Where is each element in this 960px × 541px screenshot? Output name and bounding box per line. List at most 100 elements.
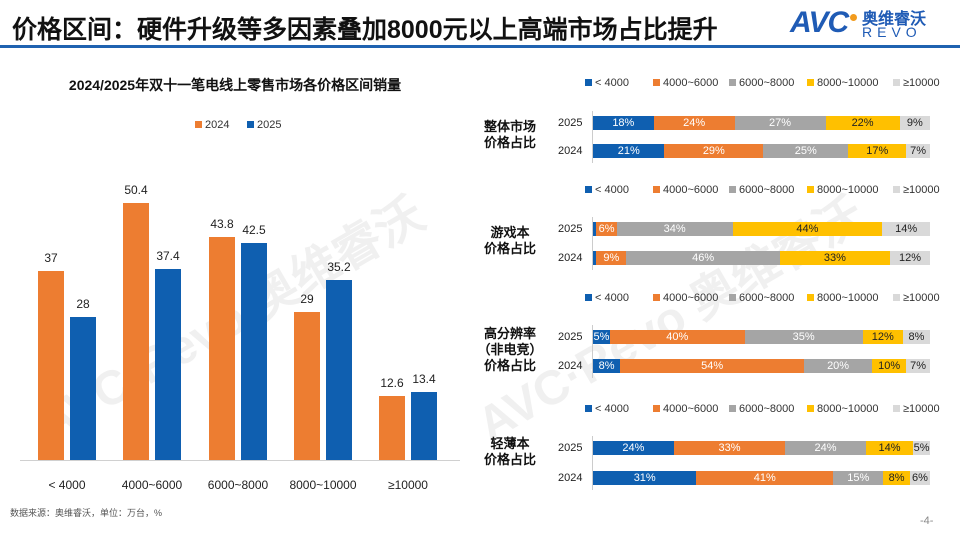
- bar-segment: 8%: [593, 359, 621, 373]
- year-label: 2024: [558, 252, 583, 264]
- stacked-bar: 5% 40% 35% 12% 8%: [593, 330, 930, 344]
- group-label: 轻薄本 价格占比: [483, 436, 536, 467]
- stacked-bar: 31% 41% 15% 8% 6%: [593, 471, 930, 485]
- legend-item: 8000~10000: [797, 77, 878, 89]
- legend-item: < 4000: [575, 77, 629, 89]
- bar-2024: [379, 395, 405, 460]
- legend-label: ≥10000: [903, 403, 940, 415]
- bar-segment: 33%: [779, 251, 890, 265]
- stacked-bar: 6% 34% 44% 14%: [593, 222, 930, 236]
- bar-segment: 5%: [593, 330, 610, 344]
- legend-swatch: [585, 186, 592, 193]
- data-label: 37: [44, 251, 58, 266]
- data-label: 28: [76, 297, 90, 312]
- legend-swatch: [729, 405, 736, 412]
- legend-label: 6000~8000: [739, 77, 795, 89]
- legend-item: 8000~10000: [797, 184, 878, 196]
- bar-segment: 7%: [906, 144, 930, 158]
- legend-label: 2024: [205, 119, 230, 131]
- legend-label: < 4000: [595, 292, 629, 304]
- group-label: 高分辨率 （非电竞） 价格占比: [477, 326, 543, 373]
- legend-swatch: [247, 121, 254, 128]
- x-axis-line: [20, 460, 460, 461]
- bar-segment: 24%: [785, 441, 866, 455]
- group-label: 游戏本 价格占比: [483, 225, 536, 256]
- legend-swatch: [807, 294, 814, 301]
- legend-swatch: [653, 294, 660, 301]
- bar-2024: [209, 236, 235, 460]
- bar-segment: [593, 251, 597, 265]
- bar-2025: [241, 243, 267, 460]
- legend-label: 4000~6000: [663, 77, 719, 89]
- bar-segment: 31%: [593, 471, 697, 485]
- legend-item-2025: 2025: [247, 119, 281, 131]
- bar-segment: 33%: [673, 441, 786, 455]
- stacked-bar: 8% 54% 20% 10% 7%: [593, 359, 930, 373]
- bar-segment: 12%: [862, 330, 904, 344]
- legend-item: < 4000: [575, 184, 629, 196]
- year-label: 2025: [558, 117, 583, 129]
- bar-2025: [326, 280, 352, 460]
- x-tick-label: < 4000: [48, 478, 86, 492]
- year-label: 2025: [558, 223, 583, 235]
- legend-item: < 4000: [575, 292, 629, 304]
- group-label: 整体市场 价格占比: [483, 119, 536, 150]
- bar-2025: [70, 317, 96, 460]
- legend-item: ≥10000: [883, 403, 940, 415]
- bar-2024: [38, 271, 64, 460]
- legend-label: 4000~6000: [663, 184, 719, 196]
- bar-segment: 46%: [626, 251, 780, 265]
- legend-swatch: [195, 121, 202, 128]
- stacked-bar: 18% 24% 27% 22% 9%: [593, 116, 930, 130]
- bar-segment: 9%: [899, 116, 930, 130]
- legend-label: 2025: [257, 119, 282, 131]
- bar-segment: 14%: [882, 222, 930, 236]
- legend-swatch: [585, 79, 592, 86]
- page-number: -4-: [920, 515, 934, 527]
- year-label: 2025: [558, 442, 583, 454]
- bar-segment: 5%: [913, 441, 930, 455]
- legend-item: 6000~8000: [719, 403, 794, 415]
- legend-item: ≥10000: [883, 292, 940, 304]
- legend-label: 4000~6000: [663, 292, 719, 304]
- bar-segment: 18%: [593, 116, 654, 130]
- legend-swatch: [729, 79, 736, 86]
- legend-label: < 4000: [595, 184, 629, 196]
- bar-segment: 40%: [609, 330, 745, 344]
- bar-2024: [123, 202, 149, 460]
- avc-revo-logo: AVC 奥维睿沃 REVO: [790, 6, 927, 40]
- left-chart-title: 2024/2025年双十一笔电线上零售市场各价格区间销量: [68, 77, 402, 93]
- legend-swatch: [653, 79, 660, 86]
- year-label: 2024: [558, 145, 583, 157]
- bar-2025: [411, 391, 437, 460]
- year-label: 2024: [558, 472, 583, 484]
- data-label: 50.4: [124, 182, 148, 197]
- bar-segment: 20%: [804, 359, 873, 373]
- bar-segment: 6%: [596, 222, 617, 236]
- bar-segment: 24%: [653, 116, 735, 130]
- bar-segment: 41%: [696, 471, 834, 485]
- bar-segment: 29%: [664, 144, 764, 158]
- bar-segment: 8%: [903, 330, 930, 344]
- bar-2024: [294, 312, 320, 460]
- legend-label: < 4000: [595, 77, 629, 89]
- data-label: 12.6: [380, 375, 404, 390]
- legend-label: 6000~8000: [739, 403, 795, 415]
- x-tick-label: 4000~6000: [121, 478, 183, 492]
- legend-swatch: [653, 186, 660, 193]
- legend-item: 4000~6000: [643, 403, 718, 415]
- legend-label: ≥10000: [903, 292, 940, 304]
- data-label: 29: [300, 292, 314, 307]
- legend-item: ≥10000: [883, 184, 940, 196]
- legend-swatch: [893, 405, 900, 412]
- bar-segment: 22%: [825, 116, 900, 130]
- y-axis-line: [592, 217, 593, 270]
- data-label: 42.5: [242, 223, 266, 238]
- legend-item: 8000~10000: [797, 292, 878, 304]
- legend-label: 8000~10000: [817, 403, 879, 415]
- legend-item: 4000~6000: [643, 292, 718, 304]
- legend-item: < 4000: [575, 403, 629, 415]
- legend-label: < 4000: [595, 403, 629, 415]
- legend-item: 4000~6000: [643, 77, 718, 89]
- legend-label: ≥10000: [903, 77, 940, 89]
